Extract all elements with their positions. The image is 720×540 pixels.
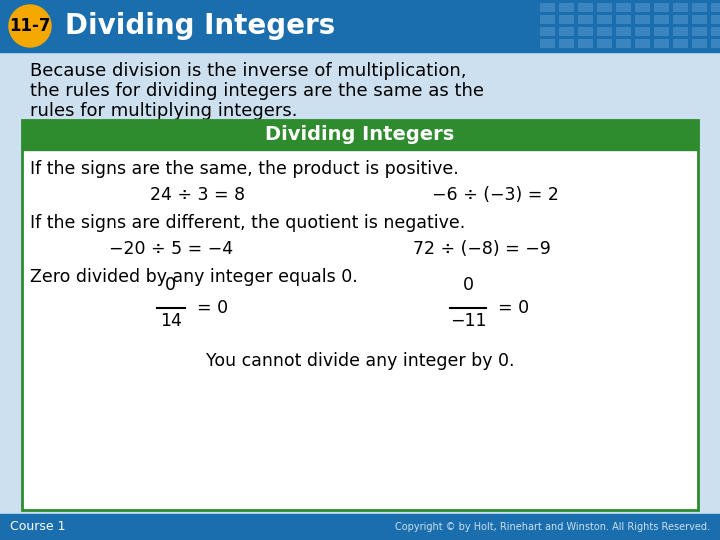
Bar: [540, 39, 555, 48]
Bar: [616, 27, 631, 36]
Text: = 0: = 0: [197, 299, 228, 317]
Text: 0: 0: [165, 276, 176, 294]
Text: 24 ÷ 3 = 8: 24 ÷ 3 = 8: [150, 186, 246, 204]
Text: You cannot divide any integer by 0.: You cannot divide any integer by 0.: [206, 352, 514, 370]
Bar: [635, 39, 650, 48]
Bar: [597, 39, 612, 48]
Text: 11-7: 11-7: [9, 17, 50, 35]
Bar: [692, 39, 707, 48]
Bar: [654, 3, 669, 12]
Bar: [616, 39, 631, 48]
Text: −20 ÷ 5 = −4: −20 ÷ 5 = −4: [109, 240, 233, 258]
Bar: [22, 120, 698, 510]
Bar: [597, 27, 612, 36]
Text: Dividing Integers: Dividing Integers: [65, 12, 336, 40]
Bar: [673, 39, 688, 48]
Bar: [673, 15, 688, 24]
Bar: [673, 27, 688, 36]
Bar: [22, 150, 698, 510]
Bar: [711, 3, 720, 12]
Bar: [635, 27, 650, 36]
Bar: [559, 27, 574, 36]
Text: 0: 0: [463, 276, 474, 294]
Bar: [654, 27, 669, 36]
Bar: [654, 39, 669, 48]
Bar: [692, 27, 707, 36]
Bar: [654, 15, 669, 24]
Text: Copyright © by Holt, Rinehart and Winston. All Rights Reserved.: Copyright © by Holt, Rinehart and Winsto…: [395, 522, 710, 532]
Text: 72 ÷ (−8) = −9: 72 ÷ (−8) = −9: [413, 240, 551, 258]
Text: = 0: = 0: [498, 299, 529, 317]
Bar: [692, 15, 707, 24]
Text: Zero divided by any integer equals 0.: Zero divided by any integer equals 0.: [30, 268, 358, 286]
Bar: [711, 15, 720, 24]
Bar: [711, 27, 720, 36]
Bar: [578, 39, 593, 48]
Bar: [559, 39, 574, 48]
Bar: [559, 3, 574, 12]
Bar: [540, 3, 555, 12]
Bar: [578, 27, 593, 36]
Text: 14: 14: [160, 312, 181, 330]
Text: −6 ÷ (−3) = 2: −6 ÷ (−3) = 2: [432, 186, 559, 204]
Bar: [578, 15, 593, 24]
Bar: [616, 3, 631, 12]
Bar: [559, 15, 574, 24]
Bar: [0, 514, 720, 540]
Bar: [578, 3, 593, 12]
Bar: [635, 3, 650, 12]
Text: If the signs are the same, the product is positive.: If the signs are the same, the product i…: [30, 160, 459, 178]
Text: rules for multiplying integers.: rules for multiplying integers.: [30, 102, 297, 120]
Bar: [597, 15, 612, 24]
Bar: [635, 15, 650, 24]
Text: Dividing Integers: Dividing Integers: [266, 125, 454, 145]
Bar: [540, 15, 555, 24]
Bar: [540, 27, 555, 36]
Bar: [616, 15, 631, 24]
Text: the rules for dividing integers are the same as the: the rules for dividing integers are the …: [30, 82, 484, 100]
Text: Because division is the inverse of multiplication,: Because division is the inverse of multi…: [30, 62, 467, 80]
Text: −11: −11: [450, 312, 487, 330]
Bar: [711, 39, 720, 48]
Bar: [692, 3, 707, 12]
Circle shape: [9, 5, 51, 47]
Bar: [0, 0, 720, 52]
Text: If the signs are different, the quotient is negative.: If the signs are different, the quotient…: [30, 214, 465, 232]
Bar: [597, 3, 612, 12]
Bar: [673, 3, 688, 12]
Bar: [22, 120, 698, 150]
Text: Course 1: Course 1: [10, 521, 66, 534]
